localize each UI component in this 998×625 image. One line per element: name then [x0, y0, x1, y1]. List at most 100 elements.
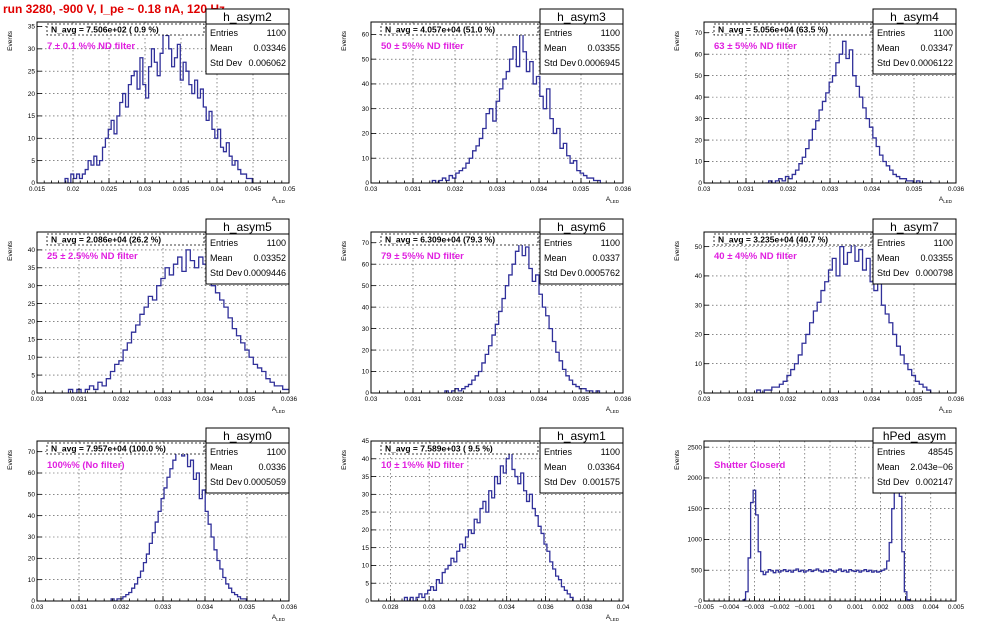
x-tick-label: 0.038 — [576, 604, 593, 611]
x-tick-label: 0.035 — [906, 186, 923, 193]
y-tick-label: 40 — [28, 247, 36, 254]
y-tick-label: 20 — [695, 137, 703, 144]
histogram-series — [64, 25, 253, 183]
x-tick-label: 0.031 — [405, 396, 422, 403]
y-tick-label: 30 — [362, 326, 370, 333]
y-tick-label: 35 — [28, 24, 36, 31]
x-tick-label: −0.002 — [770, 604, 790, 611]
x-tick-label: 0.03 — [698, 396, 711, 403]
stats-value: 1100 — [601, 238, 620, 248]
y-tick-label: 50 — [695, 73, 703, 80]
x-tick-label: 0.032 — [460, 604, 477, 611]
x-tick-label: 0.035 — [906, 396, 923, 403]
navg-label: N_avg = 2.086e+04 (26.2 %) — [51, 235, 161, 245]
y-tick-label: 20 — [695, 332, 703, 339]
histogram-panel-h_asym7: 0.03 0.031 0.032 0.033 0.034 0.035 0.036 0 10 20 3… — [674, 218, 965, 414]
x-tick-label: 0.035 — [239, 396, 256, 403]
stats-value: 1100 — [601, 28, 620, 38]
x-tick-label: 0.033 — [822, 186, 839, 193]
stats-box — [872, 427, 957, 494]
stats-box — [539, 427, 624, 494]
stats-value: 0.03355 — [587, 43, 620, 53]
y-tick-label: 25 — [28, 301, 36, 308]
y-tick-label: 10 — [28, 135, 36, 142]
histogram-panel-h_asym3: 0.03 0.031 0.032 0.033 0.034 0.035 0.036 0 10 20 3… — [341, 8, 632, 204]
y-tick-label: 10 — [695, 159, 703, 166]
histogram-series — [431, 33, 601, 183]
y-tick-label: 60 — [28, 470, 36, 477]
y-tick-label: 15 — [362, 545, 370, 552]
x-tick-label: 0.025 — [101, 186, 118, 193]
stats-value: 0.03347 — [920, 43, 953, 53]
x-tick-label: 0.002 — [872, 604, 889, 611]
stats-label: Mean — [877, 43, 900, 53]
y-tick-label: 50 — [28, 492, 36, 499]
stats-label: Entries — [877, 238, 906, 248]
x-axis-title: ALED — [606, 196, 620, 204]
stats-label: Std Dev — [544, 268, 577, 278]
stats-title: h_asym0 — [223, 429, 272, 443]
y-tick-label: 0 — [31, 180, 35, 187]
y-axis-title: Events — [341, 30, 348, 51]
y-tick-label: 20 — [28, 91, 36, 98]
stats-label: Std Dev — [544, 477, 577, 487]
stats-label: Std Dev — [877, 268, 910, 278]
x-tick-label: 0.032 — [113, 604, 130, 611]
stats-value: 0.006062 — [248, 58, 286, 68]
y-tick-label: 20 — [362, 347, 370, 354]
x-tick-label: 0.036 — [615, 186, 632, 193]
x-tick-label: −0.001 — [795, 604, 815, 611]
stats-value: 0.0009446 — [243, 268, 286, 278]
y-tick-label: 30 — [28, 283, 36, 290]
navg-label: N_avg = 7.506e+02 ( 0.9 %) — [51, 25, 159, 35]
filter-label: 7 ± 0.1 %% ND filter — [47, 41, 135, 52]
y-tick-label: 30 — [28, 46, 36, 53]
y-tick-label: 50 — [362, 56, 370, 63]
stats-value: 0.03364 — [587, 462, 620, 472]
y-tick-label: 0 — [365, 390, 369, 397]
x-axis-title: ALED — [939, 196, 953, 204]
x-tick-label: 0 — [828, 604, 832, 611]
stats-box — [539, 8, 624, 75]
x-tick-label: 0.033 — [822, 396, 839, 403]
stats-label: Entries — [544, 447, 573, 457]
y-tick-label: 60 — [362, 261, 370, 268]
stats-label: Mean — [877, 462, 900, 472]
y-tick-label: 10 — [362, 369, 370, 376]
y-tick-label: 20 — [28, 319, 36, 326]
y-tick-label: 35 — [362, 474, 370, 481]
x-tick-label: 0.03 — [31, 396, 44, 403]
stats-value: 1100 — [934, 28, 953, 38]
y-tick-label: 40 — [362, 81, 370, 88]
y-tick-label: 0 — [365, 180, 369, 187]
stats-box — [205, 8, 290, 75]
stats-value: 1100 — [267, 28, 286, 38]
x-tick-label: 0.036 — [281, 604, 298, 611]
y-tick-label: 30 — [695, 116, 703, 123]
stats-label: Mean — [544, 43, 567, 53]
x-axis-title: ALED — [272, 614, 286, 622]
histogram-series — [67, 249, 289, 393]
navg-box — [46, 23, 205, 36]
x-axis-title: ALED — [606, 406, 620, 414]
y-tick-label: 60 — [695, 51, 703, 58]
x-axis-title: ALED — [272, 196, 286, 204]
y-axis-title: Events — [674, 30, 681, 51]
x-tick-label: 0.045 — [245, 186, 262, 193]
stats-label: Entries — [544, 238, 573, 248]
x-tick-label: 0.032 — [447, 396, 464, 403]
y-tick-label: 0 — [31, 598, 35, 605]
stats-label: Std Dev — [877, 58, 910, 68]
x-tick-label: 0.001 — [847, 604, 864, 611]
navg-label: N_avg = 3.235e+04 (40.7 %) — [718, 235, 828, 245]
x-tick-label: 0.004 — [923, 604, 940, 611]
x-tick-label: 0.003 — [897, 604, 914, 611]
histogram-series — [742, 446, 911, 601]
x-tick-label: 0.034 — [864, 186, 881, 193]
x-tick-label: 0.035 — [573, 396, 590, 403]
y-tick-label: 1500 — [688, 506, 703, 513]
x-tick-label: 0.033 — [489, 186, 506, 193]
y-tick-label: 30 — [28, 534, 36, 541]
y-axis-title: Events — [341, 449, 348, 470]
y-tick-label: 30 — [695, 302, 703, 309]
